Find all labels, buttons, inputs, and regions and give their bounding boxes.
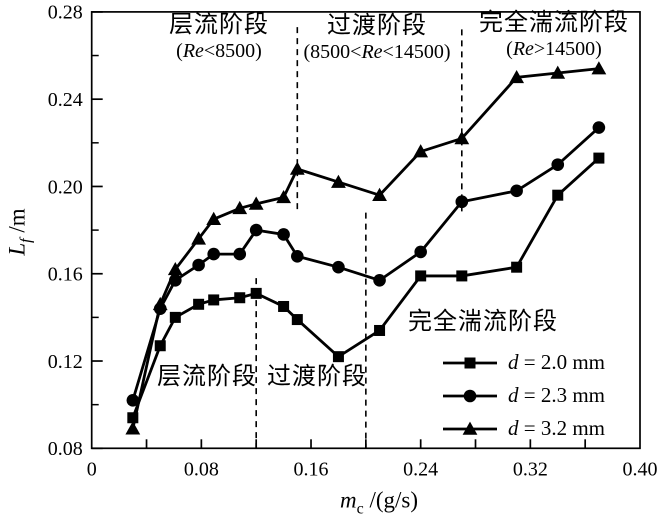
y-axis-title: Lf /m [4, 208, 35, 256]
y-tick-label: 0.20 [48, 176, 83, 198]
reynolds-range: (Re>14500) [506, 38, 602, 60]
data-point-square [208, 294, 220, 306]
data-point-square [169, 311, 181, 323]
x-tick-label: 0.32 [513, 458, 548, 480]
data-point-circle [332, 260, 345, 274]
data-point-triangle [152, 296, 168, 311]
data-point-circle [249, 223, 263, 237]
data-point-circle [126, 393, 140, 407]
legend-item-d-3.2mm: d = 3.2 mm [441, 412, 605, 445]
y-tick-label: 0.28 [48, 2, 83, 24]
data-point-triangle [331, 174, 346, 188]
data-point-circle [277, 228, 290, 241]
series-line-square [131, 157, 600, 419]
stage-label: 层流阶段 [169, 12, 269, 38]
data-point-square [234, 292, 246, 304]
data-point-square [154, 340, 166, 352]
x-tick-label: 0.16 [294, 458, 329, 480]
annotation-turbulent-stage-bottom: 完全湍流阶段 [408, 309, 558, 335]
data-point-circle [291, 249, 304, 263]
legend-label: d = 3.2 mm [508, 416, 606, 440]
data-point-circle [510, 184, 523, 198]
y-tick-label: 0.08 [48, 438, 83, 460]
data-point-triangle [167, 261, 183, 276]
legend-marker-triangle-line [443, 421, 497, 435]
data-point-square [374, 324, 386, 336]
legend-item-d-2.0mm: d = 2.0 mm [441, 346, 605, 379]
x-tick-label: 0.40 [623, 458, 657, 480]
data-point-square [250, 287, 262, 299]
legend-marker-square-line [443, 357, 497, 368]
reynolds-range: (Re<8500) [176, 40, 262, 62]
data-point-square [127, 412, 139, 424]
data-point-circle [455, 195, 469, 209]
data-point-triangle [550, 65, 566, 79]
legend-marker-triangle [462, 421, 478, 435]
data-point-triangle [206, 211, 222, 225]
data-point-circle [414, 245, 427, 259]
data-point-circle [551, 158, 565, 171]
data-point-square [593, 152, 605, 164]
data-point-square [415, 270, 427, 282]
data-point-triangle [454, 131, 470, 145]
data-point-square [552, 189, 564, 201]
data-point-circle [207, 247, 220, 261]
data-point-square [193, 298, 205, 310]
data-point-triangle [413, 144, 429, 158]
stage-label: 过渡阶段 [327, 13, 427, 39]
data-point-square [511, 261, 523, 273]
legend-label: d = 2.3 mm [508, 383, 606, 407]
legend-marker-circle-line [443, 389, 497, 402]
x-axis-title: mc /(g/s) [339, 487, 419, 518]
annotation-turbulent-stage-top: 完全湍流阶段 (Re>14500) [479, 10, 629, 61]
data-point-triangle [509, 69, 525, 84]
series-line-circle [131, 126, 600, 401]
reynolds-range: (8500<Re<14500) [303, 41, 451, 63]
data-point-triangle [591, 61, 607, 75]
data-point-triangle [289, 161, 305, 175]
data-point-triangle [232, 200, 248, 215]
data-point-square [278, 300, 290, 312]
y-tick-label: 0.16 [48, 264, 83, 286]
x-tick-label: 0.08 [184, 458, 219, 480]
y-tick-label: 0.24 [48, 89, 83, 111]
data-point-triangle [191, 231, 207, 245]
stage-label: 完全湍流阶段 [479, 10, 629, 36]
annotation-transition-stage-bottom: 过渡阶段 [267, 364, 367, 390]
data-point-circle [592, 121, 606, 134]
data-point-square [456, 270, 468, 282]
legend-marker-circle [463, 389, 477, 402]
y-tick-label: 0.12 [48, 351, 83, 373]
legend-item-d-2.3mm: d = 2.3 mm [441, 379, 605, 412]
data-point-circle [233, 247, 247, 261]
legend-label: d = 2.0 mm [508, 350, 606, 374]
data-point-square [332, 351, 344, 363]
legend-marker-square [464, 357, 476, 368]
data-point-triangle [276, 189, 292, 204]
data-point-triangle [248, 196, 264, 210]
annotation-transition-stage-top: 过渡阶段 (8500<Re<14500) [304, 13, 451, 64]
data-point-circle [373, 273, 386, 287]
data-point-circle [192, 258, 205, 272]
x-tick-label: 0.24 [403, 458, 438, 480]
annotation-laminar-stage-top: 层流阶段 (Re<8500) [169, 12, 269, 63]
data-point-triangle [372, 187, 387, 201]
data-point-triangle [125, 421, 141, 435]
data-point-square [291, 314, 303, 326]
series-line-triangle [131, 67, 600, 429]
annotation-laminar-stage-bottom: 层流阶段 [157, 364, 257, 390]
x-tick-label: 0 [87, 458, 97, 480]
legend: d = 2.0 mm d = 2.3 mm d = 3.2 mm [441, 346, 605, 445]
